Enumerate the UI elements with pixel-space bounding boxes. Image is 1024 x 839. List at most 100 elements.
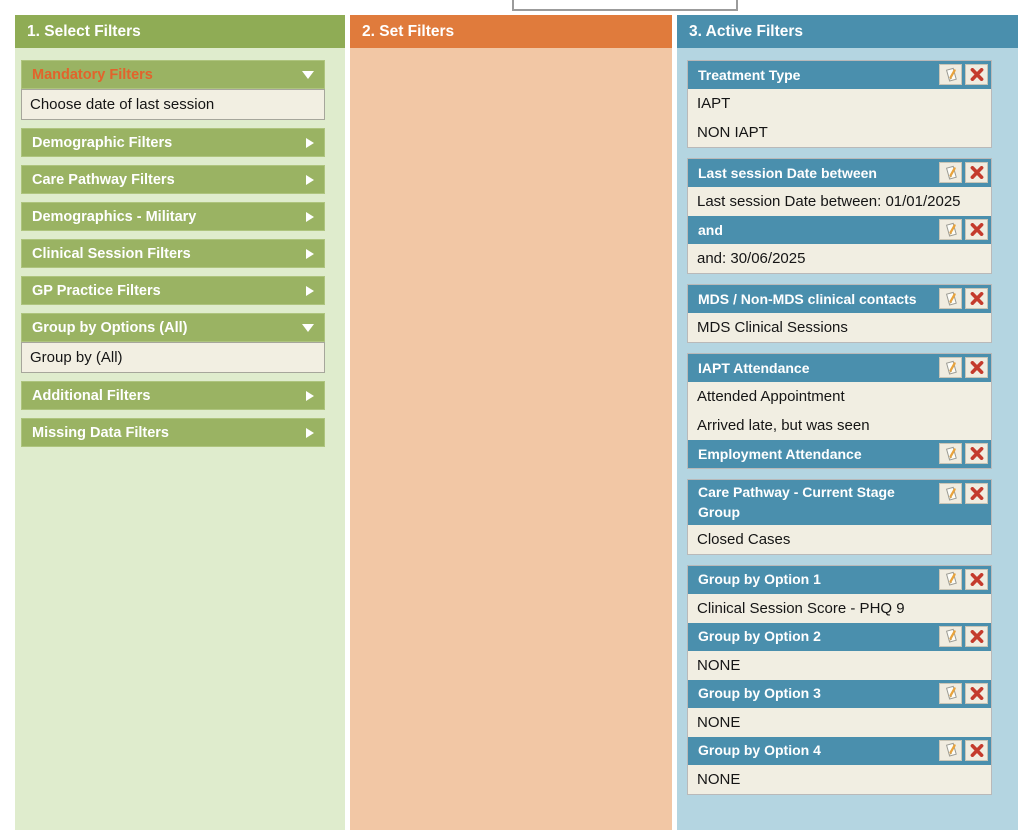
active-filters-column: 3. Active Filters Treatment Type IAPT NON … [677,15,1018,830]
active-filter-title: and [698,221,723,238]
accordion-label: Missing Data Filters [32,424,169,441]
accordion-header-gp-practice-filters[interactable]: GP Practice Filters [21,276,325,305]
accordion-label: GP Practice Filters [32,282,161,299]
active-filter-value: NON IAPT [688,118,991,147]
accordion-header-demographic-filters[interactable]: Demographic Filters [21,128,325,157]
active-filter-value: NONE [688,764,991,794]
accordion-header-demographics-military[interactable]: Demographics - Military [21,202,325,231]
active-filter-header-last-session-date-between: Last session Date between [688,159,991,187]
top-cutoff-box [512,0,738,11]
active-filter-group: MDS / Non-MDS clinical contacts MDS Clini… [687,284,992,343]
chevron-right-icon [306,174,314,185]
active-filter-value: Arrived late, but was seen [688,411,991,440]
chevron-right-icon [306,248,314,259]
active-filter-value: NONE [688,650,991,680]
edit-icon [943,222,959,238]
active-filter-group: Care Pathway - Current Stage Group Closed… [687,479,992,555]
chevron-right-icon [306,137,314,148]
accordion-header-group-by-options-all[interactable]: Group by Options (All) [21,313,325,342]
remove-filter-button[interactable] [965,162,988,183]
edit-filter-button[interactable] [939,357,962,378]
accordion-header-mandatory-filters[interactable]: Mandatory Filters [21,60,325,89]
filter-header-buttons [939,625,988,647]
delete-icon [970,292,984,305]
active-filter-title: Treatment Type [698,66,801,83]
filter-header-buttons [939,682,988,704]
active-filter-title: Care Pathway - Current Stage Group [698,484,895,521]
remove-filter-button[interactable] [965,357,988,378]
set-filters-title: 2. Set Filters [350,15,672,48]
edit-filter-button[interactable] [939,219,962,240]
edit-filter-button[interactable] [939,739,962,761]
remove-filter-button[interactable] [965,682,988,704]
remove-filter-button[interactable] [965,625,988,647]
delete-icon [970,629,984,643]
active-filter-value: NONE [688,707,991,737]
accordion-item-demographics-military: Demographics - Military [21,202,325,231]
active-filter-title: Last session Date between [698,164,877,181]
filter-header-buttons [939,443,988,464]
accordion-item-care-pathway-filters: Care Pathway Filters [21,165,325,194]
edit-icon [943,486,959,502]
delete-icon [970,487,984,500]
accordion-header-missing-data-filters[interactable]: Missing Data Filters [21,418,325,447]
active-filter-title: Group by Option 4 [698,742,821,759]
edit-icon [943,685,959,701]
delete-icon [970,447,984,460]
select-filters-title: 1. Select Filters [15,15,345,48]
filter-builder: 1. Select Filters Mandatory Filters Choos… [15,15,1018,830]
accordion-label: Clinical Session Filters [32,245,191,262]
chevron-down-icon [302,70,314,79]
accordion-option-group-by-all[interactable]: Group by (All) [21,342,325,373]
remove-filter-button[interactable] [965,483,988,504]
edit-filter-button[interactable] [939,625,962,647]
edit-icon [943,291,959,307]
remove-filter-button[interactable] [965,739,988,761]
edit-filter-button[interactable] [939,288,962,309]
remove-filter-button[interactable] [965,568,988,590]
chevron-down-icon [302,323,314,332]
accordion-header-clinical-session-filters[interactable]: Clinical Session Filters [21,239,325,268]
edit-filter-button[interactable] [939,64,962,85]
edit-filter-button[interactable] [939,443,962,464]
active-filter-value: IAPT [688,89,991,118]
remove-filter-button[interactable] [965,288,988,309]
active-filter-header-mds-non-mds-clinical-contacts: MDS / Non-MDS clinical contacts [688,285,991,313]
chevron-right-icon [306,285,314,296]
delete-icon [970,572,984,586]
chevron-right-icon [306,427,314,438]
accordion-option-choose-date-of-last-session[interactable]: Choose date of last session [21,89,325,120]
active-filter-value: Last session Date between: 01/01/2025 [688,187,991,216]
remove-filter-button[interactable] [965,219,988,240]
accordion-item-additional-filters: Additional Filters [21,381,325,410]
filter-accordion-list: Mandatory Filters Choose date of last ses… [15,48,345,447]
edit-icon [943,446,959,462]
active-filter-value: and: 30/06/2025 [688,244,991,273]
active-filter-header-iapt-attendance: IAPT Attendance [688,354,991,382]
active-filter-header-group-by-option-4: Group by Option 4 [688,736,991,765]
active-filter-header-group-by-option-2: Group by Option 2 [688,622,991,651]
filter-header-buttons [939,64,988,85]
accordion-header-additional-filters[interactable]: Additional Filters [21,381,325,410]
select-filters-column: 1. Select Filters Mandatory Filters Choos… [15,15,345,830]
remove-filter-button[interactable] [965,64,988,85]
accordion-header-care-pathway-filters[interactable]: Care Pathway Filters [21,165,325,194]
active-filter-value: Clinical Session Score - PHQ 9 [688,593,991,623]
active-filter-title: MDS / Non-MDS clinical contacts [698,290,917,307]
active-filter-value: MDS Clinical Sessions [688,313,991,342]
edit-icon [943,571,959,587]
remove-filter-button[interactable] [965,443,988,464]
delete-icon [970,743,984,757]
edit-icon [943,165,959,181]
active-filter-group: IAPT Attendance Attended Appointment Arriv… [687,353,992,469]
edit-filter-button[interactable] [939,162,962,183]
edit-filter-button[interactable] [939,682,962,704]
active-filter-title: IAPT Attendance [698,359,810,376]
edit-filter-button[interactable] [939,483,962,504]
accordion-label: Demographics - Military [32,208,197,225]
active-filter-title: Group by Option 2 [698,628,821,645]
filter-header-buttons [939,739,988,761]
chevron-right-icon [306,390,314,401]
filter-header-buttons [939,219,988,240]
edit-filter-button[interactable] [939,568,962,590]
